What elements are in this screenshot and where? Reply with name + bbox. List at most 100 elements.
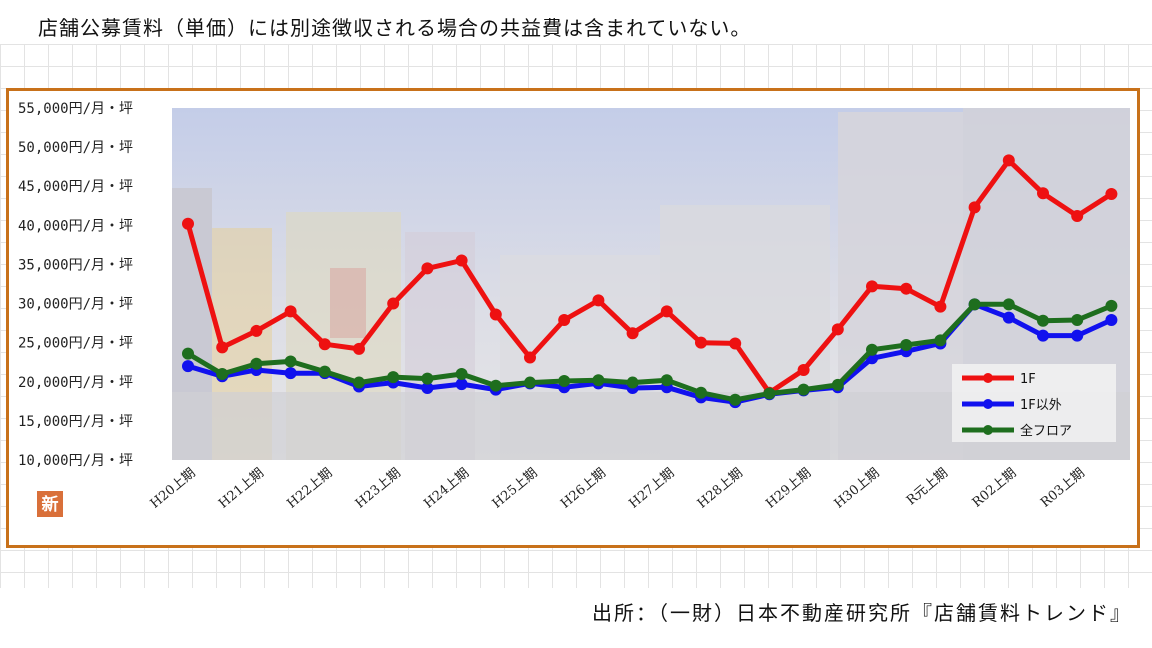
data-point [250,324,263,337]
data-point [353,342,365,355]
data-point [455,367,468,380]
data-point [284,355,297,368]
data-point [592,294,605,307]
legend-label: 1F [1020,372,1036,387]
data-point [900,282,913,295]
data-point [318,338,331,351]
data-point [182,217,194,230]
data-point [831,323,844,336]
x-tick-label: H30上期 [832,466,883,512]
new-badge: 新 [37,491,63,517]
data-point [387,297,400,310]
y-tick-label: 35,000円/月・坪 [18,257,133,273]
data-point [524,376,536,389]
data-point [284,305,297,318]
series-line-2 [186,301,1113,403]
data-point [866,343,878,356]
legend-marker [983,399,993,409]
data-point [558,313,571,326]
data-point [1105,188,1118,201]
x-tick-label: R03上期 [1038,466,1088,511]
source-strip [0,588,1152,648]
legend-marker [983,373,993,383]
data-point [1071,329,1084,342]
legend-label: 全フロア [1020,423,1072,439]
data-point [455,254,468,267]
legend-marker [983,425,993,435]
data-point [1037,329,1049,342]
x-tick-label: H22上期 [284,466,335,512]
data-point [250,357,263,370]
new-badge-box [37,491,63,517]
series-line-0 [185,157,1113,396]
data-point [216,341,229,354]
data-point [182,347,194,360]
data-point [421,372,434,385]
x-tick-label: H21上期 [216,466,267,512]
data-point [695,386,707,399]
data-point [216,367,229,380]
data-point [455,378,468,391]
x-tick-label: H20上期 [148,466,199,512]
y-tick-label: 55,000円/月・坪 [18,101,133,117]
data-point [558,374,571,387]
data-point [934,300,947,313]
data-point [1037,187,1049,200]
y-tick-label: 25,000円/月・坪 [18,336,133,352]
data-point [353,376,365,389]
data-point [763,387,776,400]
data-point [831,378,844,391]
x-tick-label: H23上期 [353,466,404,512]
y-tick-label: 10,000円/月・坪 [18,453,133,469]
y-tick-label: 30,000円/月・坪 [18,297,133,313]
data-point [660,305,673,318]
data-point [660,374,673,387]
data-point [729,393,742,406]
data-point [1071,313,1084,326]
x-tick-label: H27上期 [626,466,677,512]
data-point [489,308,502,321]
data-point [1037,314,1049,327]
data-point [695,336,707,349]
x-tick-label: H24上期 [421,466,472,512]
data-point [1002,311,1015,324]
x-tick-label: R元上期 [904,466,951,509]
y-tick-label: 50,000円/月・坪 [18,140,133,156]
data-point [1105,313,1118,326]
y-tick-label: 40,000円/月・坪 [18,218,133,234]
data-point [1002,298,1015,311]
x-tick-label: H29上期 [763,466,814,512]
data-point [968,298,981,311]
y-tick-label: 45,000円/月・坪 [18,179,133,195]
data-point [592,374,605,387]
new-badge-text: 新 [42,494,59,515]
data-point [797,364,810,377]
data-point [387,371,400,384]
data-point [1002,154,1015,167]
data-point [524,351,536,364]
data-point [318,365,331,378]
header-strip [0,0,1152,44]
data-point [626,376,639,389]
x-tick-label: H25上期 [490,466,541,512]
data-point [866,280,878,293]
data-point [626,327,639,340]
data-point [284,367,297,380]
data-point [182,360,194,373]
data-point [1071,209,1084,222]
data-point [421,382,434,395]
x-tick-label: R02上期 [970,466,1020,511]
data-point [1105,299,1118,312]
data-point [968,201,981,214]
data-point [934,334,947,347]
data-point [797,383,810,396]
source-text: 出所：（一財）日本不動産研究所『店舗賃料トレンド』 [592,601,1132,625]
legend-label: 1F以外 [1020,398,1062,413]
data-point [489,379,502,392]
data-point [421,262,434,275]
x-tick-label: H26上期 [558,466,609,512]
x-tick-label: H28上期 [695,466,746,512]
footnote-text: 店舗公募賃料（単価）には別途徴収される場合の共益費は含まれていない。 [38,16,752,40]
